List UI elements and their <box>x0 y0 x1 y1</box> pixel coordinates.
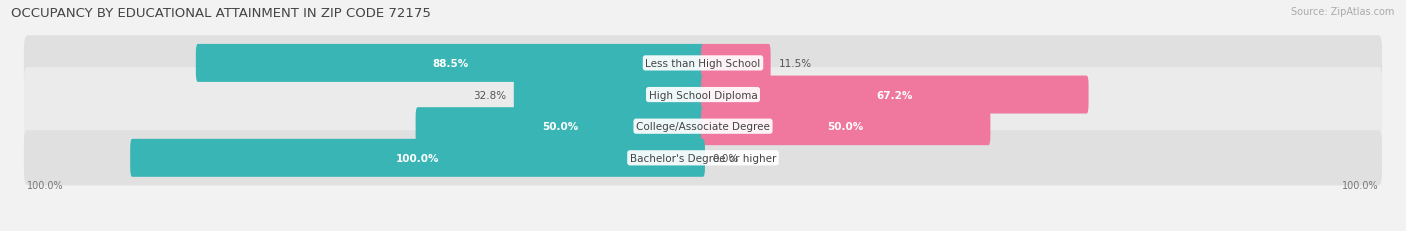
FancyBboxPatch shape <box>702 45 770 82</box>
FancyBboxPatch shape <box>195 45 704 82</box>
Text: High School Diploma: High School Diploma <box>648 90 758 100</box>
FancyBboxPatch shape <box>416 108 704 146</box>
Text: 67.2%: 67.2% <box>876 90 912 100</box>
FancyBboxPatch shape <box>24 36 1382 91</box>
FancyBboxPatch shape <box>513 76 704 114</box>
Text: 50.0%: 50.0% <box>828 122 863 132</box>
Text: College/Associate Degree: College/Associate Degree <box>636 122 770 132</box>
Text: Less than High School: Less than High School <box>645 59 761 69</box>
Text: 100.0%: 100.0% <box>396 153 439 163</box>
Legend: Owner-occupied, Renter-occupied: Owner-occupied, Renter-occupied <box>589 228 817 231</box>
Text: 0.0%: 0.0% <box>713 153 740 163</box>
FancyBboxPatch shape <box>702 76 1088 114</box>
Text: Source: ZipAtlas.com: Source: ZipAtlas.com <box>1291 7 1395 17</box>
Text: 50.0%: 50.0% <box>543 122 578 132</box>
Text: 100.0%: 100.0% <box>1343 180 1379 190</box>
Text: 32.8%: 32.8% <box>472 90 506 100</box>
FancyBboxPatch shape <box>131 139 704 177</box>
Text: 88.5%: 88.5% <box>432 59 468 69</box>
Text: OCCUPANCY BY EDUCATIONAL ATTAINMENT IN ZIP CODE 72175: OCCUPANCY BY EDUCATIONAL ATTAINMENT IN Z… <box>11 7 432 20</box>
FancyBboxPatch shape <box>24 68 1382 122</box>
FancyBboxPatch shape <box>24 99 1382 154</box>
Text: 100.0%: 100.0% <box>27 180 63 190</box>
Text: 11.5%: 11.5% <box>779 59 811 69</box>
FancyBboxPatch shape <box>702 108 990 146</box>
Text: Bachelor's Degree or higher: Bachelor's Degree or higher <box>630 153 776 163</box>
FancyBboxPatch shape <box>24 131 1382 185</box>
